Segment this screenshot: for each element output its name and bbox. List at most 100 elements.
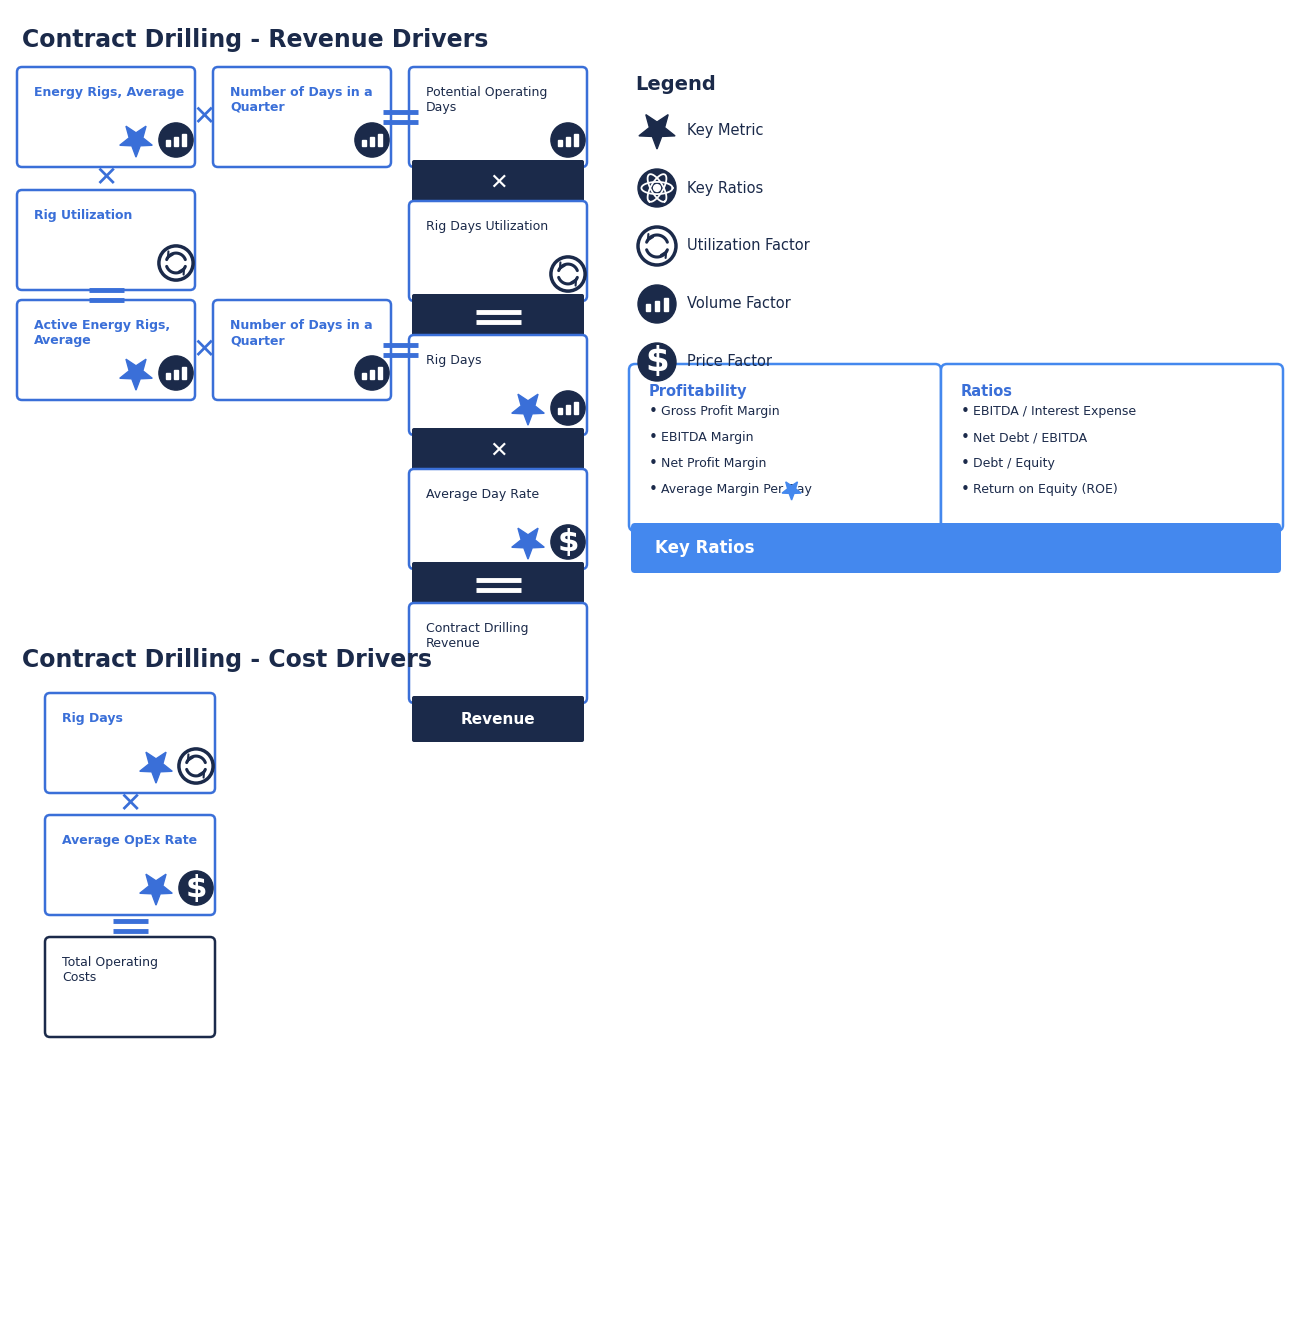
Circle shape <box>639 169 675 207</box>
Text: •: • <box>961 482 970 497</box>
FancyBboxPatch shape <box>409 469 587 569</box>
Text: Number of Days in a
Quarter: Number of Days in a Quarter <box>230 86 373 114</box>
Circle shape <box>159 122 193 157</box>
Bar <box>361 374 365 379</box>
Polygon shape <box>139 753 172 784</box>
FancyBboxPatch shape <box>409 202 587 301</box>
Circle shape <box>639 285 675 323</box>
Text: Average Margin Per Day: Average Margin Per Day <box>661 484 812 496</box>
Text: Rig Days: Rig Days <box>426 353 481 367</box>
Circle shape <box>551 257 585 292</box>
Polygon shape <box>139 874 172 905</box>
FancyBboxPatch shape <box>213 67 392 167</box>
Bar <box>654 301 660 312</box>
Text: •: • <box>649 405 658 419</box>
Text: Rig Utilization: Rig Utilization <box>34 210 133 222</box>
Bar <box>574 134 578 146</box>
Text: ✕: ✕ <box>489 173 507 194</box>
FancyBboxPatch shape <box>409 67 587 167</box>
FancyBboxPatch shape <box>941 364 1282 531</box>
Bar <box>664 297 669 312</box>
FancyBboxPatch shape <box>413 294 583 340</box>
Text: ✕: ✕ <box>95 164 118 192</box>
FancyBboxPatch shape <box>409 335 587 435</box>
Text: EBITDA / Interest Expense: EBITDA / Interest Expense <box>972 406 1137 418</box>
Bar <box>378 367 382 379</box>
Text: Debt / Equity: Debt / Equity <box>972 457 1055 470</box>
Text: Return on Equity (ROE): Return on Equity (ROE) <box>972 484 1118 496</box>
Bar <box>645 304 650 312</box>
Text: Rig Days: Rig Days <box>62 712 124 724</box>
FancyBboxPatch shape <box>45 814 215 915</box>
Circle shape <box>551 122 585 157</box>
Circle shape <box>639 343 675 380</box>
Bar <box>371 137 374 146</box>
Text: ✕: ✕ <box>118 790 142 818</box>
Polygon shape <box>639 114 675 149</box>
FancyBboxPatch shape <box>413 562 583 607</box>
Circle shape <box>179 871 213 905</box>
Text: •: • <box>649 482 658 497</box>
Polygon shape <box>511 394 544 425</box>
Text: Revenue: Revenue <box>461 711 535 727</box>
Circle shape <box>639 227 675 265</box>
Text: $: $ <box>185 874 206 903</box>
Text: •: • <box>961 405 970 419</box>
Text: Utilization Factor: Utilization Factor <box>687 238 809 254</box>
FancyBboxPatch shape <box>413 427 583 474</box>
Bar <box>566 405 570 414</box>
Circle shape <box>551 391 585 425</box>
Circle shape <box>179 749 213 784</box>
Bar <box>175 370 177 379</box>
Text: Active Energy Rigs,
Average: Active Energy Rigs, Average <box>34 319 170 347</box>
Text: Contract Drilling - Cost Drivers: Contract Drilling - Cost Drivers <box>22 648 432 672</box>
FancyBboxPatch shape <box>413 160 583 206</box>
Bar <box>175 137 177 146</box>
FancyBboxPatch shape <box>631 523 1281 573</box>
Bar <box>378 134 382 146</box>
Polygon shape <box>120 126 152 157</box>
Bar <box>566 137 570 146</box>
FancyBboxPatch shape <box>17 300 194 401</box>
FancyBboxPatch shape <box>409 603 587 703</box>
Bar <box>574 402 578 414</box>
FancyBboxPatch shape <box>413 696 583 742</box>
Circle shape <box>653 184 661 191</box>
FancyBboxPatch shape <box>45 937 215 1038</box>
FancyBboxPatch shape <box>629 364 941 531</box>
Text: $: $ <box>645 345 669 379</box>
Text: Key Ratios: Key Ratios <box>687 180 763 195</box>
Text: EBITDA Margin: EBITDA Margin <box>661 431 753 445</box>
Text: Key Metric: Key Metric <box>687 122 763 137</box>
Text: Profitability: Profitability <box>649 384 748 399</box>
Text: Average Day Rate: Average Day Rate <box>426 488 539 501</box>
Text: Energy Rigs, Average: Energy Rigs, Average <box>34 86 184 99</box>
Text: ✕: ✕ <box>192 336 215 364</box>
Circle shape <box>159 356 193 390</box>
Circle shape <box>355 122 389 157</box>
Text: Number of Days in a
Quarter: Number of Days in a Quarter <box>230 319 373 347</box>
Text: Ratios: Ratios <box>961 384 1013 399</box>
Text: Price Factor: Price Factor <box>687 355 773 370</box>
Bar <box>183 134 187 146</box>
Text: •: • <box>649 430 658 445</box>
Text: •: • <box>649 457 658 472</box>
Text: Volume Factor: Volume Factor <box>687 297 791 312</box>
Text: Net Profit Margin: Net Profit Margin <box>661 457 766 470</box>
Text: ✕: ✕ <box>192 103 215 130</box>
Text: Contract Drilling
Revenue: Contract Drilling Revenue <box>426 622 528 650</box>
FancyBboxPatch shape <box>17 190 194 290</box>
FancyBboxPatch shape <box>45 694 215 793</box>
Text: •: • <box>961 457 970 472</box>
Text: Total Operating
Costs: Total Operating Costs <box>62 956 158 984</box>
Text: Net Debt / EBITDA: Net Debt / EBITDA <box>972 431 1087 445</box>
Text: $: $ <box>557 527 578 556</box>
Bar <box>361 140 365 146</box>
Text: Average OpEx Rate: Average OpEx Rate <box>62 835 197 847</box>
Polygon shape <box>511 528 544 559</box>
Text: Potential Operating
Days: Potential Operating Days <box>426 86 548 114</box>
FancyBboxPatch shape <box>17 67 194 167</box>
Circle shape <box>159 246 193 280</box>
Text: Rig Days Utilization: Rig Days Utilization <box>426 220 548 233</box>
Bar <box>558 140 561 146</box>
